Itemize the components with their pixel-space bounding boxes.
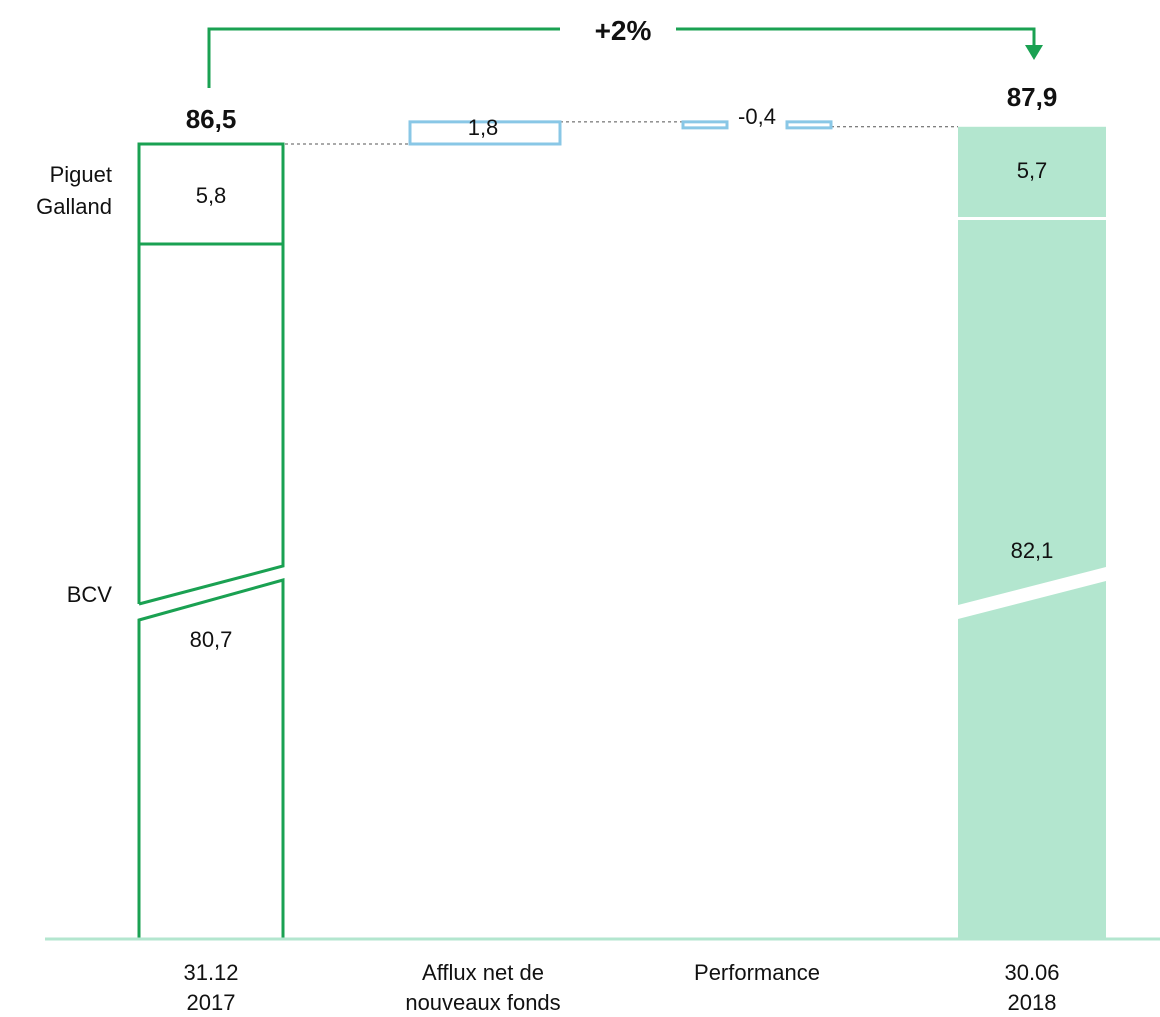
inflow-change-bar xyxy=(408,120,562,146)
end-bar-bcv-lower-segment xyxy=(958,581,1106,939)
change-bars xyxy=(408,120,833,146)
growth-arrow-head xyxy=(1025,45,1043,60)
start-bar-bcv-upper-segment xyxy=(137,142,285,606)
inflow-value-label: 1,8 xyxy=(468,115,499,140)
end-bar-bcv-upper-segment xyxy=(958,220,1106,605)
start-piguet-value-label: 5,8 xyxy=(196,183,227,208)
tick-label-end: 30.06 2018 xyxy=(1004,960,1059,1015)
end-bar-piguet-segment xyxy=(958,126,1106,217)
performance-change-bar-left xyxy=(681,120,729,130)
end-piguet-value-label: 5,7 xyxy=(1017,158,1048,183)
legend-label-piguet-line1: Piguet xyxy=(50,162,112,187)
growth-arrow-right-segment xyxy=(676,27,1036,46)
end-bcv-value-label: 82,1 xyxy=(1011,538,1054,563)
performance-change-bar-right xyxy=(785,120,833,130)
tick-label-performance: Performance xyxy=(694,960,820,985)
performance-value-label: -0,4 xyxy=(738,104,776,129)
growth-arrow-left-segment xyxy=(207,27,560,88)
growth-label: +2% xyxy=(595,15,652,46)
end-bar xyxy=(958,126,1106,939)
growth-arrow: +2% xyxy=(207,15,1043,88)
start-bar xyxy=(137,142,285,941)
start-bcv-value-label: 80,7 xyxy=(190,627,233,652)
connector-lines xyxy=(285,121,958,145)
tick-label-inflow: Afflux net de nouveaux fonds xyxy=(405,960,560,1015)
legend-label-bcv: BCV xyxy=(67,582,113,607)
legend-label-piguet-line2: Galland xyxy=(36,194,112,219)
end-total-label: 87,9 xyxy=(1007,82,1058,112)
start-total-label: 86,5 xyxy=(186,104,237,134)
x-axis-tick-labels: 31.12 2017 Afflux net de nouveaux fonds Perf… xyxy=(183,960,1059,1015)
tick-label-start: 31.12 2017 xyxy=(183,960,238,1015)
